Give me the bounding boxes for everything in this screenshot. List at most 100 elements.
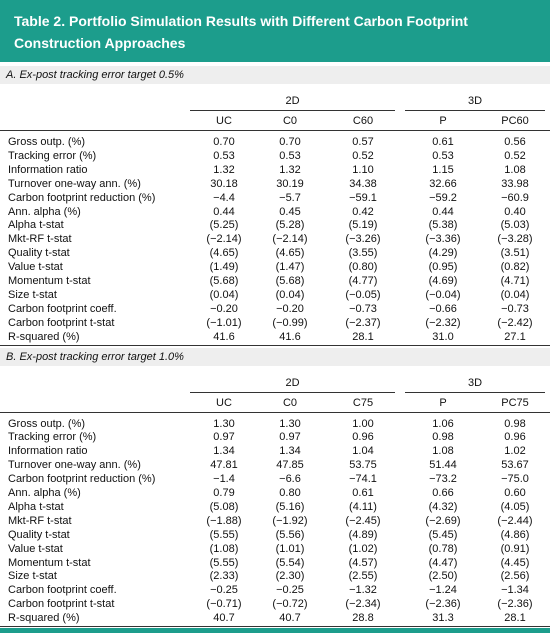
- column-header: P: [439, 115, 447, 127]
- table-cell: (1.47): [275, 261, 305, 274]
- row-label: Carbon footprint coeff.: [8, 584, 117, 597]
- table-cell: −74.1: [349, 473, 377, 486]
- table-cell: −0.25: [210, 584, 238, 597]
- table-cell: (4.32): [428, 500, 458, 513]
- table-cell: (0.95): [428, 261, 458, 274]
- title-line: Construction Approaches: [14, 35, 186, 51]
- row-label: Momentum t-stat: [8, 275, 91, 287]
- table-cell: 0.61: [432, 136, 454, 148]
- table-cell: (2.50): [428, 570, 458, 583]
- table-cell: (5.45): [428, 528, 458, 541]
- header-rule: [0, 411, 550, 413]
- group-header: 3D: [467, 95, 483, 107]
- table-cell: −0.25: [276, 584, 304, 597]
- table-cell: −0.20: [210, 302, 238, 315]
- table-cell: 1.10: [352, 163, 374, 176]
- row-label: Value t-stat: [8, 542, 63, 555]
- table-cell: (0.04): [500, 288, 530, 301]
- group-rule: [190, 391, 395, 393]
- header-rule: [0, 130, 550, 131]
- table-cell: (4.65): [275, 247, 305, 260]
- table-cell: 0.52: [352, 149, 374, 162]
- table-cell: −4.4: [213, 191, 235, 204]
- table-cell: 0.42: [352, 205, 374, 218]
- table-cell: 1.30: [279, 417, 301, 430]
- row-label: R-squared (%): [8, 612, 80, 625]
- table-cell: −1.24: [429, 584, 457, 597]
- table-cell: 31.0: [432, 330, 454, 343]
- table-cell: −0.20: [276, 302, 304, 315]
- table-cell: 0.98: [432, 431, 454, 444]
- table-cell: 0.97: [213, 431, 235, 444]
- table-cell: (5.25): [209, 219, 239, 232]
- table-cell: 0.60: [504, 487, 526, 499]
- table-cell: 28.1: [504, 612, 526, 625]
- table-cell: (−3.36): [425, 233, 461, 246]
- table-cell: (4.47): [428, 556, 458, 569]
- column-header: C60: [352, 115, 374, 127]
- row-label: Information ratio: [8, 445, 88, 458]
- table-cell: 0.40: [504, 205, 526, 218]
- row-label: Gross outp. (%): [8, 136, 86, 148]
- table-cell: 0.44: [432, 205, 454, 218]
- row-label: Size t-stat: [8, 288, 57, 301]
- table-cell: (−0.99): [272, 316, 308, 329]
- table-cell: 30.18: [210, 177, 238, 190]
- table-cell: 1.32: [213, 163, 235, 176]
- column-header: PC75: [501, 396, 529, 409]
- table-cell: (−0.72): [272, 598, 308, 611]
- table-cell: 1.08: [432, 445, 454, 458]
- table-cell: 0.53: [279, 149, 301, 162]
- table-cell: 0.80: [279, 487, 301, 499]
- table-cell: (5.54): [275, 556, 305, 569]
- table-cell: (−2.42): [497, 316, 533, 329]
- table-cell: −0.73: [349, 302, 377, 315]
- table-cell: (−3.26): [345, 233, 381, 246]
- table-cell: 1.34: [213, 445, 235, 458]
- table-cell: 1.02: [504, 445, 526, 458]
- row-label: Carbon footprint t-stat: [8, 316, 115, 329]
- table-cell: (4.77): [348, 275, 378, 287]
- table-cell: (5.19): [348, 219, 378, 232]
- table-cell: (4.71): [500, 275, 530, 287]
- table-cell: 0.66: [432, 487, 454, 499]
- panel-rule: [0, 344, 550, 346]
- table-cell: (−2.44): [497, 514, 533, 527]
- table-cell: (2.33): [209, 570, 239, 583]
- table-cell: 28.8: [352, 612, 374, 625]
- table-cell: (5.16): [275, 500, 305, 513]
- row-label: Ann. alpha (%): [8, 487, 81, 499]
- row-label: Alpha t-stat: [8, 500, 64, 513]
- table-cell: (4.11): [349, 500, 377, 513]
- table-cell: (1.02): [348, 542, 378, 555]
- table-cell: 1.30: [213, 417, 235, 430]
- table-cell: 0.79: [213, 487, 235, 499]
- table-cell: (−1.92): [272, 514, 308, 527]
- table-cell: −59.2: [429, 191, 457, 204]
- table-cell: 27.1: [504, 330, 526, 343]
- row-label: Mkt-RF t-stat: [8, 514, 72, 527]
- column-header: C0: [282, 115, 298, 127]
- table-cell: (1.01): [275, 542, 305, 555]
- table-cell: 31.3: [432, 612, 454, 625]
- table-cell: 0.53: [213, 149, 235, 162]
- group-rule: [405, 391, 545, 393]
- column-header: C0: [282, 396, 298, 409]
- table-cell: (3.55): [348, 247, 378, 260]
- table-cell: (5.08): [209, 500, 239, 513]
- table-cell: (−2.14): [272, 233, 308, 246]
- table-cell: (4.29): [428, 247, 458, 260]
- row-label: Tracking error (%): [8, 149, 97, 162]
- table-cell: 1.00: [352, 417, 374, 430]
- table-cell: (4.57): [348, 556, 378, 569]
- group-rule: [190, 110, 395, 111]
- table-cell: (5.55): [209, 528, 239, 541]
- table-cell: (−0.71): [206, 598, 242, 611]
- table-cell: 41.6: [213, 330, 235, 343]
- table-cell: (3.51): [500, 247, 530, 260]
- table-cell: (5.68): [209, 275, 239, 287]
- row-label: Carbon footprint reduction (%): [8, 473, 156, 486]
- table-cell: (5.03): [500, 219, 530, 232]
- table-cell: (0.82): [500, 261, 530, 274]
- table-cell: 0.98: [504, 417, 526, 430]
